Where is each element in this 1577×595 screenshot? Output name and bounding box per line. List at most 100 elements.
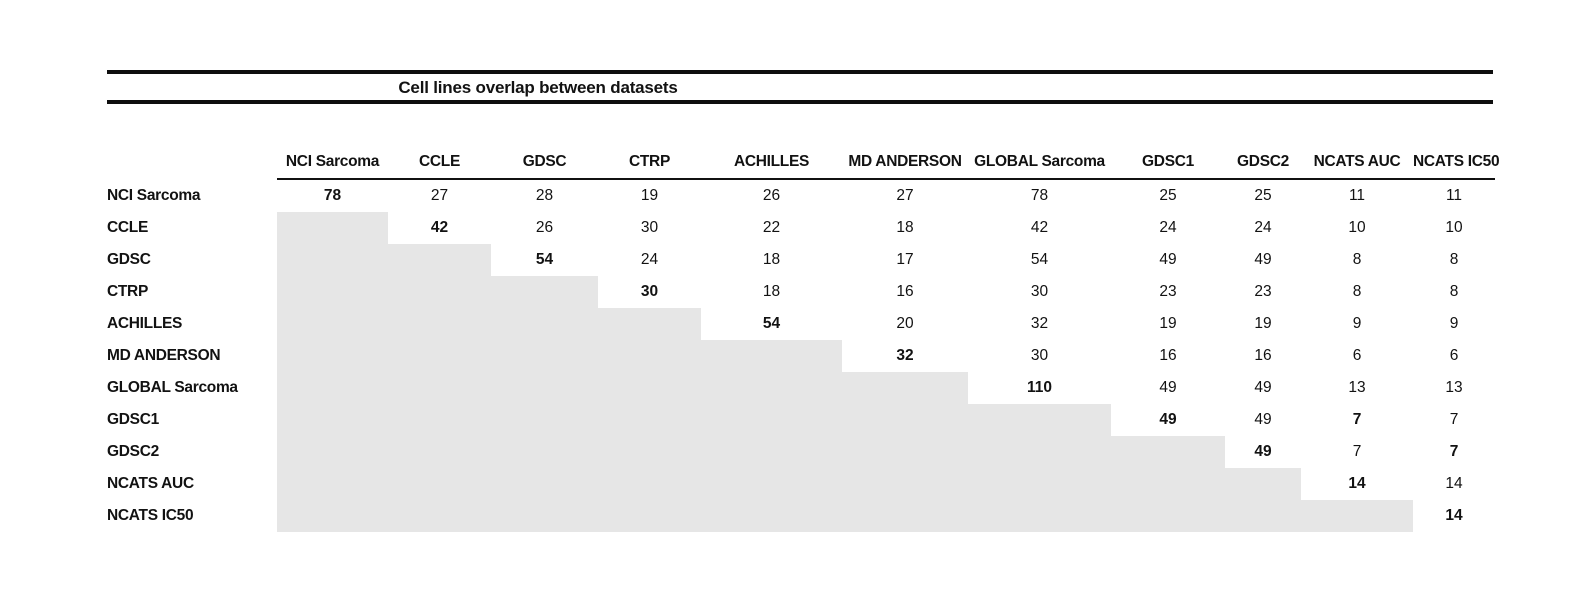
matrix-cell: 7 (1449, 411, 1459, 428)
shaded-cell (277, 244, 388, 276)
matrix-cell: 19 (640, 187, 659, 204)
matrix-cell: 13 (1445, 379, 1463, 396)
matrix-cell: 25 (1159, 187, 1177, 204)
matrix-cell: 26 (535, 219, 554, 236)
matrix-cell: 22 (762, 219, 781, 236)
shaded-cell (491, 436, 598, 468)
row-label: NCI Sarcoma (107, 186, 201, 204)
matrix-cell: 30 (640, 219, 659, 236)
matrix-cell: 27 (896, 187, 914, 204)
matrix-cell: 49 (1159, 251, 1177, 268)
matrix-cell: 10 (1348, 219, 1366, 236)
row-label: GDSC1 (107, 411, 159, 428)
column-header: ACHILLES (701, 133, 842, 180)
table-title: Cell lines overlap between datasets (398, 78, 678, 97)
shaded-cell (491, 468, 598, 500)
title-bottom-rule (107, 100, 1493, 104)
matrix-cell: 7 (1449, 443, 1459, 460)
row-label: GDSC (107, 251, 151, 268)
matrix-cell: 9 (1449, 315, 1459, 332)
shaded-cell (1225, 500, 1301, 532)
matrix-cell: 16 (1254, 347, 1272, 364)
matrix-cell: 10 (1445, 219, 1463, 236)
shaded-cell (388, 340, 491, 372)
shaded-cell (1225, 468, 1301, 500)
shaded-cell (388, 468, 491, 500)
row-label: CTRP (107, 283, 148, 300)
column-header: CTRP (598, 133, 701, 180)
matrix-cell: 8 (1352, 283, 1362, 300)
matrix-cell: 110 (1026, 379, 1052, 396)
shaded-cell (277, 436, 388, 468)
shaded-cell (1111, 500, 1225, 532)
matrix-cell: 54 (1030, 251, 1049, 268)
matrix-cell: 32 (896, 347, 914, 364)
shaded-cell (1111, 468, 1225, 500)
shaded-cell (491, 276, 598, 308)
shaded-cell (277, 340, 388, 372)
matrix-cell: 24 (1254, 219, 1272, 236)
matrix-cell: 49 (1254, 251, 1272, 268)
matrix-cell: 8 (1449, 251, 1459, 268)
row-label: GLOBAL Sarcoma (107, 379, 238, 396)
row-label: NCATS AUC (107, 475, 194, 492)
table-row: CTRP 30 18 16 30 23 23 8 8 (107, 276, 1495, 308)
matrix-cell: 28 (535, 187, 554, 204)
matrix-cell: 18 (762, 283, 781, 300)
matrix-cell: 49 (1254, 379, 1272, 396)
matrix-cell: 16 (896, 283, 914, 300)
matrix-cell: 6 (1352, 347, 1362, 364)
matrix-cell: 30 (640, 283, 659, 300)
column-header: GDSC1 (1111, 133, 1225, 180)
shaded-cell (701, 340, 842, 372)
matrix-cell: 7 (1352, 411, 1362, 428)
table-row: NCI Sarcoma 78 27 28 19 26 27 78 25 25 11 11 (107, 179, 1495, 212)
matrix-cell: 16 (1159, 347, 1177, 364)
matrix-cell: 30 (1030, 283, 1049, 300)
shaded-cell (388, 404, 491, 436)
column-header: GDSC (491, 133, 598, 180)
shaded-cell (598, 372, 701, 404)
matrix-cell: 23 (1254, 283, 1272, 300)
matrix-cell: 7 (1352, 443, 1362, 460)
shaded-cell (701, 436, 842, 468)
shaded-cell (701, 372, 842, 404)
matrix-cell: 49 (1159, 379, 1177, 396)
shaded-cell (277, 500, 388, 532)
shaded-cell (277, 212, 388, 244)
matrix-cell: 49 (1159, 411, 1177, 428)
shaded-cell (598, 404, 701, 436)
shaded-cell (277, 404, 388, 436)
shaded-cell (598, 468, 701, 500)
shaded-cell (598, 308, 701, 340)
matrix-cell: 42 (1030, 219, 1049, 236)
table-row: GDSC2 49 7 7 (107, 436, 1495, 468)
table-row: GLOBAL Sarcoma 110 49 49 13 13 (107, 372, 1495, 404)
matrix-cell: 6 (1449, 347, 1459, 364)
shaded-cell (598, 436, 701, 468)
matrix-cell: 23 (1159, 283, 1177, 300)
corner-cell (107, 133, 277, 179)
matrix-cell: 19 (1254, 315, 1272, 332)
shaded-cell (968, 404, 1111, 436)
column-header: NCATS AUC (1301, 133, 1413, 180)
shaded-cell (1301, 500, 1413, 532)
matrix-cell: 78 (1030, 187, 1049, 204)
row-label: GDSC2 (107, 443, 159, 460)
matrix-cell: 14 (1445, 507, 1463, 524)
shaded-cell (388, 436, 491, 468)
column-header: CCLE (388, 133, 491, 180)
matrix-cell: 27 (430, 187, 449, 204)
table-row: NCATS AUC 14 14 (107, 468, 1495, 500)
shaded-cell (701, 468, 842, 500)
matrix-cell: 18 (762, 251, 781, 268)
matrix-cell: 13 (1348, 379, 1366, 396)
shaded-cell (388, 276, 491, 308)
matrix-cell: 19 (1159, 315, 1177, 332)
shaded-cell (388, 244, 491, 276)
shaded-cell (598, 500, 701, 532)
matrix-cell: 25 (1254, 187, 1272, 204)
matrix-cell: 11 (1348, 187, 1366, 204)
shaded-cell (842, 500, 968, 532)
